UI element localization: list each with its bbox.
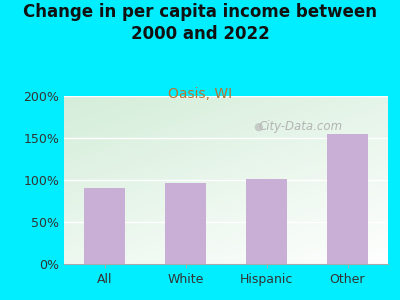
Text: ●: ● — [254, 121, 263, 131]
Text: Oasis, WI: Oasis, WI — [168, 87, 232, 101]
Bar — [327, 134, 368, 264]
Bar — [84, 188, 125, 264]
Text: Change in per capita income between
2000 and 2022: Change in per capita income between 2000… — [23, 3, 377, 43]
Bar — [246, 179, 287, 264]
Bar — [165, 183, 206, 264]
Text: City-Data.com: City-Data.com — [258, 120, 342, 133]
